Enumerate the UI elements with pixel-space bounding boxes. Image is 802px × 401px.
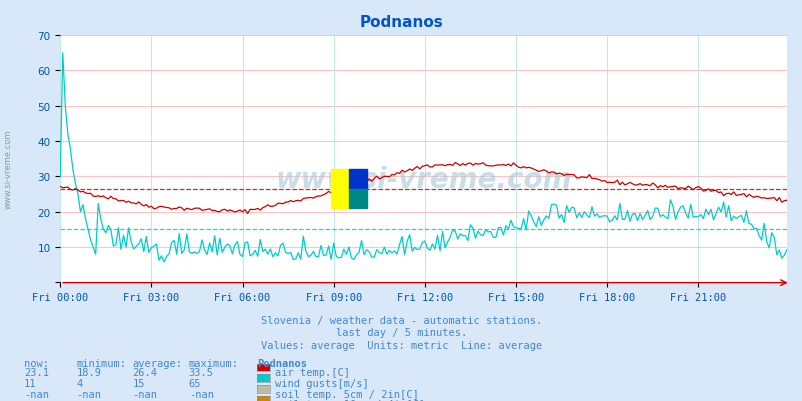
Text: Podnanos: Podnanos (257, 358, 306, 368)
Text: maximum:: maximum: (188, 358, 238, 368)
Text: 18.9: 18.9 (76, 367, 101, 377)
Bar (348, 189, 367, 209)
Text: -nan: -nan (132, 399, 157, 401)
Bar (330, 170, 348, 209)
Text: soil temp. 10cm / 4in[C]: soil temp. 10cm / 4in[C] (274, 399, 424, 401)
Text: 23.1: 23.1 (24, 367, 49, 377)
Text: now:: now: (24, 358, 49, 368)
Bar (348, 170, 367, 189)
Text: Slovenia / weather data - automatic stations.: Slovenia / weather data - automatic stat… (261, 315, 541, 325)
Text: minimum:: minimum: (76, 358, 126, 368)
Text: last day / 5 minutes.: last day / 5 minutes. (335, 328, 467, 338)
Text: www.si-vreme.com: www.si-vreme.com (275, 165, 571, 193)
Text: -nan: -nan (188, 399, 213, 401)
Text: average:: average: (132, 358, 182, 368)
Text: -nan: -nan (76, 389, 101, 399)
Text: 26.4: 26.4 (132, 367, 157, 377)
Text: www.si-vreme.com: www.si-vreme.com (3, 129, 13, 208)
Text: soil temp. 5cm / 2in[C]: soil temp. 5cm / 2in[C] (274, 389, 418, 399)
Text: 65: 65 (188, 378, 201, 388)
Text: wind gusts[m/s]: wind gusts[m/s] (274, 378, 368, 388)
Text: 11: 11 (24, 378, 37, 388)
Text: Values: average  Units: metric  Line: average: Values: average Units: metric Line: aver… (261, 340, 541, 350)
Text: Podnanos: Podnanos (359, 15, 443, 30)
Text: air temp.[C]: air temp.[C] (274, 367, 349, 377)
Text: -nan: -nan (24, 389, 49, 399)
Text: -nan: -nan (24, 399, 49, 401)
Text: 15: 15 (132, 378, 145, 388)
Text: -nan: -nan (188, 389, 213, 399)
Text: -nan: -nan (76, 399, 101, 401)
Text: 4: 4 (76, 378, 83, 388)
Text: 33.5: 33.5 (188, 367, 213, 377)
Text: -nan: -nan (132, 389, 157, 399)
